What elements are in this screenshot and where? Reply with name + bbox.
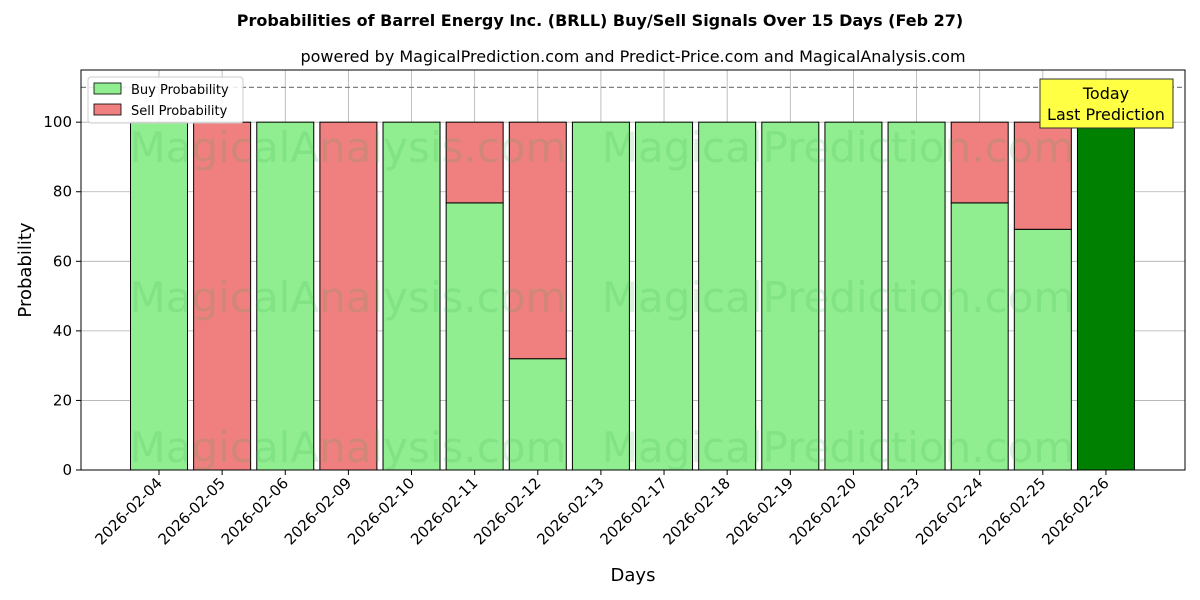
- legend-swatch-sell: [93, 103, 122, 116]
- watermarks: MagicalAnalysis.com MagicalPrediction.com…: [130, 123, 1075, 472]
- watermark-text: MagicalPrediction.com: [602, 423, 1075, 472]
- bar-buy: [382, 121, 441, 471]
- x-tick-label: 2026-02-24: [912, 474, 986, 548]
- x-tick-label: 2026-02-06: [218, 474, 292, 548]
- bar-buy: [571, 121, 630, 471]
- y-tick-label: 20: [53, 391, 72, 409]
- watermark-text: MagicalPrediction.com: [602, 273, 1075, 322]
- y-axis: 0 20 40 60 80 100: [43, 113, 81, 479]
- legend-box: [87, 76, 244, 124]
- bar-buy: [256, 121, 315, 471]
- x-tick-label: 2026-02-12: [470, 474, 544, 548]
- y-tick-label: 60: [53, 252, 72, 270]
- bar-sell: [508, 121, 567, 360]
- bar-buy: [635, 121, 694, 471]
- today-annotation: Today Last Prediction: [1039, 78, 1174, 129]
- bar-buy: [887, 121, 946, 471]
- bar-sell: [1013, 121, 1072, 230]
- x-tick-label: 2026-02-25: [975, 474, 1049, 548]
- bar-buy: [698, 121, 757, 471]
- x-tick-label: 2026-02-13: [533, 474, 607, 548]
- bar-buy: [445, 202, 504, 471]
- legend-label-sell: Sell Probability: [131, 104, 228, 119]
- bar-buy: [761, 121, 820, 471]
- bar-buy: [824, 121, 883, 471]
- chart-subtitle: powered by MagicalPrediction.com and Pre…: [300, 47, 965, 66]
- x-tick-label: 2026-02-20: [786, 474, 860, 548]
- x-tick-label: 2026-02-17: [596, 474, 670, 548]
- bar-buy-today: [1076, 121, 1135, 471]
- watermark-text: MagicalAnalysis.com: [130, 423, 567, 472]
- y-axis-label: Probability: [15, 222, 36, 317]
- x-axis-label: Days: [611, 565, 656, 586]
- x-axis: 2026-02-042026-02-052026-02-062026-02-09…: [91, 470, 1113, 548]
- x-tick-label: 2026-02-18: [660, 474, 734, 548]
- legend-label-buy: Buy Probability: [131, 83, 229, 98]
- x-tick-label: 2026-02-09: [281, 474, 355, 548]
- x-tick-label: 2026-02-26: [1038, 474, 1112, 548]
- watermark-text: MagicalPrediction.com: [602, 123, 1075, 172]
- y-tick-label: 80: [53, 183, 72, 201]
- annotation-line-1: Today: [1082, 84, 1129, 103]
- x-tick-label: 2026-02-05: [155, 474, 229, 548]
- bar-buy: [950, 202, 1009, 471]
- chart-title: Probabilities of Barrel Energy Inc. (BRL…: [237, 11, 963, 30]
- bar-sell: [950, 121, 1009, 204]
- bar-sell: [445, 121, 504, 204]
- y-tick-label: 0: [62, 461, 72, 479]
- x-tick-label: 2026-02-11: [407, 474, 481, 548]
- bar-sell: [319, 121, 378, 471]
- bars: [130, 121, 1135, 471]
- legend-swatch-buy: [93, 82, 122, 95]
- x-tick-label: 2026-02-10: [344, 474, 418, 548]
- y-tick-label: 100: [43, 113, 72, 131]
- legend: Buy Probability Sell Probability: [87, 76, 244, 124]
- watermark-text: MagicalAnalysis.com: [130, 273, 567, 322]
- x-tick-label: 2026-02-23: [849, 474, 923, 548]
- watermark-text: MagicalAnalysis.com: [130, 123, 567, 172]
- plot-frame: [80, 69, 1186, 471]
- x-tick-label: 2026-02-19: [723, 474, 797, 548]
- x-tick-label: 2026-02-04: [91, 474, 165, 548]
- annotation-box: [1039, 78, 1174, 129]
- y-tick-label: 40: [53, 322, 72, 340]
- annotation-line-2: Last Prediction: [1047, 105, 1165, 124]
- bar-buy: [1013, 228, 1072, 471]
